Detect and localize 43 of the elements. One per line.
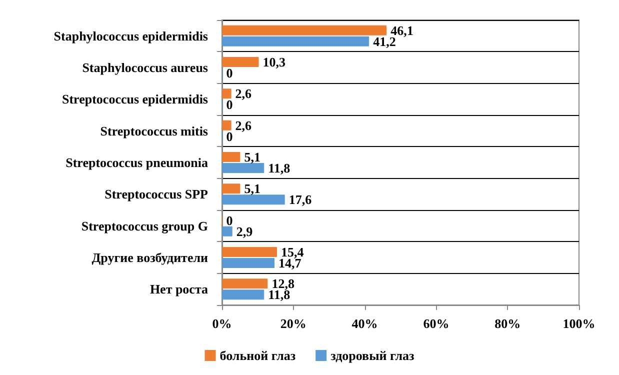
data-label: 0 xyxy=(226,97,233,112)
bar xyxy=(222,88,232,99)
bar xyxy=(222,36,370,46)
bar xyxy=(222,25,387,36)
bar xyxy=(222,226,232,236)
legend-label: больной глаз xyxy=(220,348,296,363)
bar xyxy=(222,120,232,130)
bar xyxy=(222,247,277,257)
y-tick-label: Staphylococcus aureus xyxy=(82,60,208,75)
bar xyxy=(222,290,264,300)
bar xyxy=(222,57,259,67)
bar xyxy=(222,258,274,268)
y-tick-label: Streptococcus mitis xyxy=(100,123,208,138)
data-label: 0 xyxy=(226,212,233,228)
bar xyxy=(222,152,240,162)
x-tick-label: 60% xyxy=(423,316,450,331)
y-tick-label: Streptococcus epidermidis xyxy=(62,92,208,107)
x-tick-label: 20% xyxy=(280,316,306,331)
y-tick-label: Streptococcus group G xyxy=(81,218,208,234)
x-tick-label: 40% xyxy=(352,316,378,331)
data-label: 5,1 xyxy=(244,181,260,196)
data-label: 0 xyxy=(226,66,233,80)
data-label: 17,6 xyxy=(288,192,312,208)
data-label: 5,1 xyxy=(244,150,260,164)
data-label: 2,9 xyxy=(236,224,254,239)
y-tick-label: Staphylococcus epidermidis xyxy=(54,28,208,44)
data-label: 11,8 xyxy=(268,160,291,176)
data-label: 10,3 xyxy=(262,54,286,70)
bar xyxy=(222,194,285,205)
y-tick-label: Нет роста xyxy=(150,282,208,297)
data-label: 2,6 xyxy=(235,86,252,102)
bar xyxy=(222,184,240,194)
bar xyxy=(222,163,264,173)
data-label: 0 xyxy=(226,128,233,144)
x-tick-label: 100% xyxy=(562,316,596,331)
y-tick-label: Streptococcus pneumonia xyxy=(66,155,208,170)
y-tick-label: Другие возбудители xyxy=(92,250,209,265)
legend-label: здоровый глаз xyxy=(330,348,414,363)
data-label: 2,6 xyxy=(235,118,252,133)
bar xyxy=(222,278,268,289)
y-tick-label: Streptococcus SPP xyxy=(104,186,208,202)
x-tick-label: 80% xyxy=(494,316,521,331)
x-tick-label: 0% xyxy=(212,316,232,331)
